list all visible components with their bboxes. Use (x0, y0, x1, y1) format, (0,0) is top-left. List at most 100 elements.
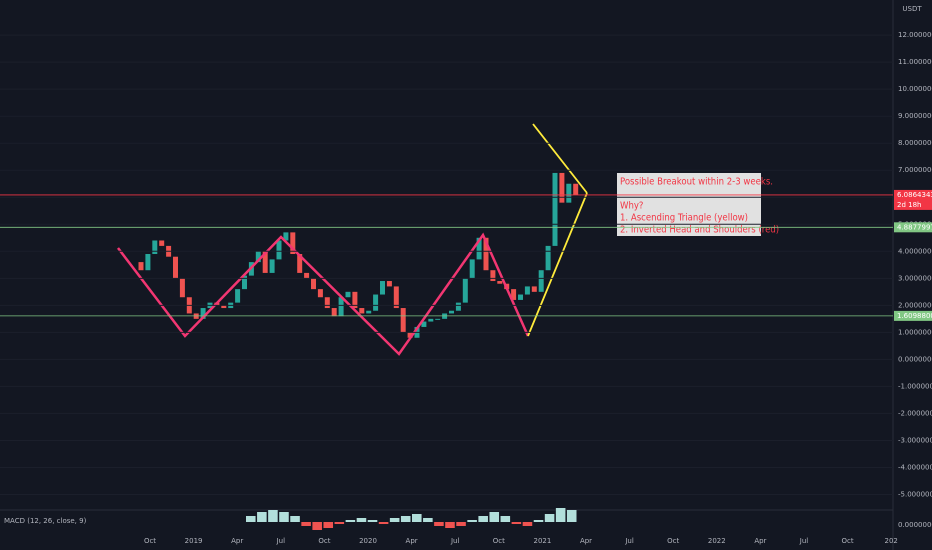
y-tick-label: 10.00000000 (898, 85, 932, 93)
candle-body (400, 308, 406, 333)
price-sublabel: 2d 18h (897, 201, 921, 209)
note-line: 1. Ascending Triangle (yellow) (620, 213, 748, 224)
candle-body (173, 256, 178, 279)
candle-body (255, 251, 261, 263)
macd-bar (367, 520, 378, 522)
y-tick-label: 4.00000000 (898, 247, 932, 255)
candle-body (373, 294, 379, 311)
macd-bar (511, 522, 522, 524)
x-tick-label: Oct (842, 537, 854, 545)
x-tick-label: 2019 (185, 537, 203, 545)
y-tick-label: 8.00000000 (898, 139, 932, 147)
candle-body (179, 278, 185, 298)
candle-body (352, 291, 358, 309)
macd-bar (467, 520, 477, 522)
macd-bar (522, 522, 533, 526)
candle-body (511, 289, 517, 300)
macd-bar (400, 516, 411, 522)
y-tick-label: 3.00000000 (898, 274, 932, 282)
y-tick-label: 7.00000000 (898, 166, 932, 174)
macd-bar (412, 514, 422, 522)
candle-body (200, 308, 206, 319)
y-tick-label: -1.00000000 (898, 382, 932, 390)
macd-bar (500, 516, 511, 522)
candle-body (490, 270, 496, 282)
candle-body (545, 245, 551, 271)
candle-body (483, 237, 489, 271)
macd-label: MACD (12, 26, close, 9) (4, 517, 87, 525)
candle-body (283, 232, 289, 241)
macd-bar (279, 512, 289, 522)
macd-bar (478, 516, 488, 522)
candle-body (407, 332, 413, 338)
price-label-box (894, 222, 932, 233)
candle-body (269, 259, 275, 273)
triangle-line (527, 192, 588, 337)
note-line: Why? (620, 201, 643, 212)
macd-bar (434, 522, 444, 526)
macd-bar (544, 514, 555, 522)
y-tick-label: 2.00000000 (898, 301, 932, 309)
candle-body (317, 289, 323, 298)
candle-body (435, 318, 441, 320)
y-tick-label: -4.00000000 (898, 463, 932, 471)
macd-bar (389, 518, 400, 522)
macd-bar (323, 522, 334, 528)
y-tick-label: 11.00000000 (898, 58, 932, 66)
candle-body (152, 240, 158, 254)
x-tick-label: Oct (144, 537, 156, 545)
candle-body (324, 297, 330, 309)
x-tick-label: Oct (318, 537, 330, 545)
macd-bar (290, 516, 300, 522)
macd-bar (533, 520, 544, 522)
x-tick-label: Apr (580, 537, 592, 545)
triangle-line (532, 123, 588, 194)
x-tick-label: Oct (667, 537, 679, 545)
note: Possible Breakout within 2-3 weeks. Why?… (617, 173, 779, 236)
candle-body (518, 294, 523, 300)
y-tick-label: 12.00000000 (898, 31, 932, 39)
currency: USDT (902, 5, 922, 13)
candle-body (262, 251, 268, 273)
y-tick-label: 1.00000000 (898, 328, 932, 336)
macd-zero-label: 0.00000000 (898, 521, 932, 529)
candle-body (469, 259, 475, 279)
candle-body (276, 240, 282, 260)
macd-bar (445, 522, 455, 528)
candle-body (366, 310, 372, 314)
price-label: 6.08643439 (897, 191, 932, 199)
macd-bar (301, 522, 311, 526)
candle-body (538, 270, 544, 292)
candle-body (566, 183, 572, 203)
price-label: 4.88779977 (897, 223, 932, 231)
candle-body (462, 278, 468, 303)
candle-body (331, 308, 337, 317)
candle-body (531, 286, 537, 292)
macd-bar (456, 522, 466, 526)
y-tick-label: -5.00000000 (898, 490, 932, 498)
x-tick-label: Apr (231, 537, 243, 545)
macd-bar (423, 518, 433, 522)
x-tick-label: Apr (406, 537, 418, 545)
candle-body (290, 232, 296, 254)
price-label-box (894, 189, 932, 210)
candle-body (159, 240, 165, 246)
candle-body (145, 254, 151, 271)
y-tick-label: 9.00000000 (898, 112, 932, 120)
candle-body (428, 318, 434, 322)
x-tick-label: Jul (450, 537, 460, 545)
candle-body (455, 302, 461, 311)
candle-body (552, 172, 558, 246)
candle-body (393, 286, 399, 309)
candle-body (497, 281, 503, 284)
candle-body (421, 321, 427, 327)
candle-body (380, 281, 385, 295)
candle-body (138, 262, 144, 271)
candle-body (476, 237, 482, 260)
x-tick-label: Oct (493, 537, 505, 545)
candle-body (297, 254, 303, 273)
price-label-box (894, 310, 932, 321)
y-tick-label: 0.00000000 (898, 355, 932, 363)
